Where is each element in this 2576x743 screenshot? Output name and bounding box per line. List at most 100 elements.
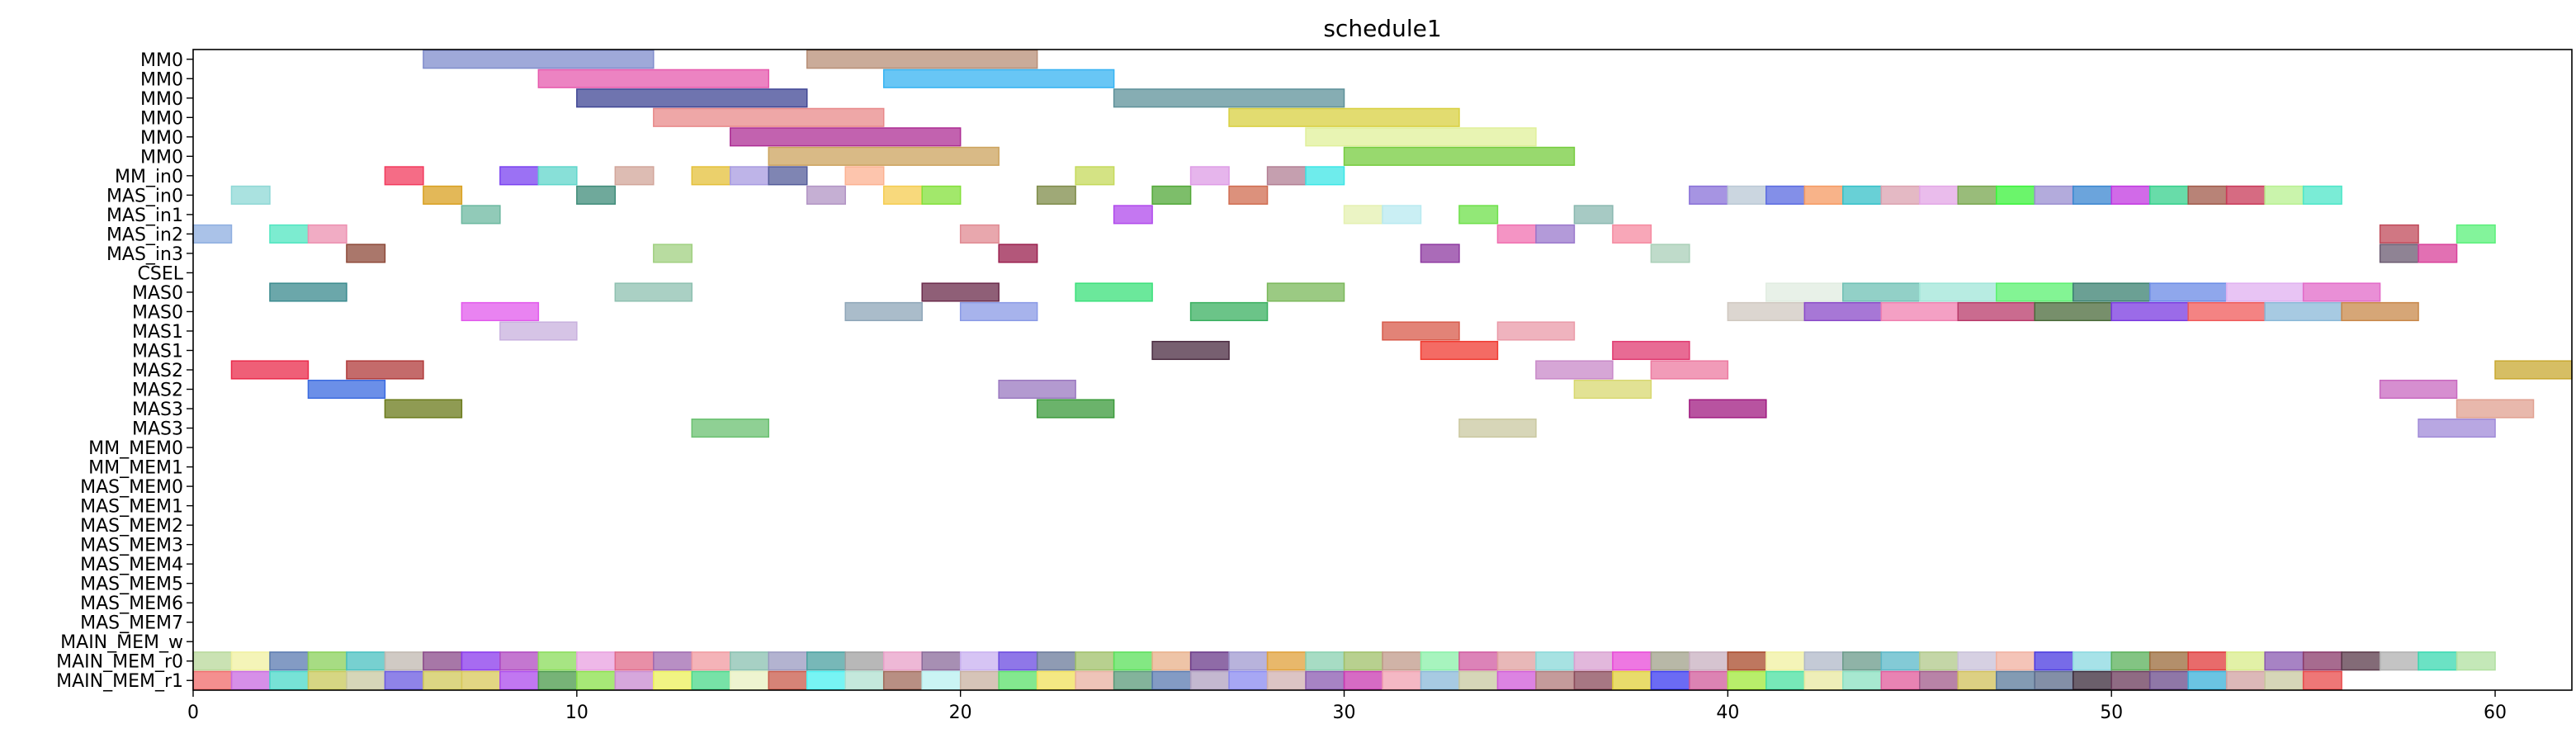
y-tick-label: MM_MEM1 xyxy=(88,458,183,479)
y-tick-label: MAS_MEM6 xyxy=(80,594,183,614)
main-mem-r0-slot xyxy=(691,651,731,671)
task-bar xyxy=(1880,185,1921,205)
main-mem-r0-slot xyxy=(959,651,1000,671)
task-bar xyxy=(1612,224,1652,244)
main-mem-r1-slot xyxy=(2264,670,2304,690)
main-mem-r1-slot xyxy=(230,670,271,690)
main-mem-r0-slot xyxy=(1266,651,1307,671)
task-bar xyxy=(806,185,846,205)
task-bar xyxy=(2110,301,2189,322)
task-bar xyxy=(1880,301,1959,322)
task-bar xyxy=(1573,205,1614,225)
y-tick-label: MAS_in1 xyxy=(106,206,183,226)
main-mem-r0-slot xyxy=(384,651,424,671)
task-bar xyxy=(1305,127,1537,147)
y-tick-label: MAS2 xyxy=(132,361,183,381)
task-bar xyxy=(1765,185,1806,205)
y-tick-label: MM0 xyxy=(140,69,183,90)
task-bar xyxy=(691,418,770,438)
y-tick-label: MM_in0 xyxy=(115,167,183,187)
y-tick-label: MAS_MEM0 xyxy=(80,477,183,498)
main-mem-r1-slot xyxy=(1803,670,1844,690)
task-bar xyxy=(1842,282,1921,302)
main-mem-r1-slot xyxy=(1880,670,1921,690)
task-bar xyxy=(653,244,693,263)
main-mem-r1-slot xyxy=(653,670,693,690)
task-bar xyxy=(730,127,962,147)
task-bar xyxy=(882,69,1115,88)
main-mem-r0-slot xyxy=(1496,651,1537,671)
main-mem-r1-slot xyxy=(346,670,386,690)
task-bar xyxy=(2225,282,2304,302)
task-bar xyxy=(730,166,770,186)
task-bar xyxy=(2302,282,2381,302)
task-bar xyxy=(1496,224,1537,244)
task-bars xyxy=(192,50,2573,690)
task-bar xyxy=(269,224,310,244)
main-mem-r0-slot xyxy=(2379,651,2419,671)
main-mem-r0-slot xyxy=(499,651,540,671)
main-mem-r1-slot xyxy=(730,670,770,690)
task-bar xyxy=(1612,340,1690,361)
main-mem-r1-slot xyxy=(1650,670,1690,690)
main-mem-r0-slot xyxy=(537,651,578,671)
task-bar xyxy=(2379,379,2458,400)
main-mem-r1-slot xyxy=(1458,670,1499,690)
task-bar xyxy=(384,399,463,419)
main-mem-r1-slot xyxy=(1727,670,1767,690)
main-mem-r0-slot xyxy=(806,651,846,671)
main-mem-r0-slot xyxy=(2455,651,2496,671)
main-mem-r1-slot xyxy=(1266,670,1307,690)
main-mem-r0-slot xyxy=(921,651,962,671)
task-bar xyxy=(1075,282,1153,302)
main-mem-r1-slot xyxy=(1995,670,2035,690)
main-mem-r0-slot xyxy=(2187,651,2228,671)
main-mem-r1-slot xyxy=(2187,670,2228,690)
y-tick-label: MAS_in3 xyxy=(106,244,183,265)
main-mem-r1-slot xyxy=(768,670,808,690)
task-bar xyxy=(1803,301,1883,322)
main-mem-r1-slot xyxy=(537,670,578,690)
task-bar xyxy=(269,282,347,302)
task-bar xyxy=(1075,166,1115,186)
main-mem-r1-slot xyxy=(1573,670,1614,690)
task-bar xyxy=(2148,282,2228,302)
task-bar xyxy=(2264,185,2304,205)
main-mem-r1-slot xyxy=(2072,670,2112,690)
main-mem-r0-slot xyxy=(882,651,923,671)
task-bar xyxy=(1995,185,2035,205)
main-mem-r0-slot xyxy=(2302,651,2342,671)
main-mem-r1-slot xyxy=(1765,670,1806,690)
task-bar xyxy=(2072,282,2151,302)
y-tick-label: MAS0 xyxy=(132,302,183,323)
task-bar xyxy=(1535,360,1614,380)
main-mem-r0-slot xyxy=(423,651,463,671)
main-mem-r1-slot xyxy=(1343,670,1383,690)
task-bar xyxy=(1535,224,1576,244)
task-bar xyxy=(2264,301,2342,322)
y-tick-label: MM0 xyxy=(140,50,183,71)
task-bar xyxy=(768,146,1000,166)
main-mem-r0-slot xyxy=(1228,651,1269,671)
task-bar xyxy=(844,301,923,322)
main-mem-r1-slot xyxy=(1420,670,1460,690)
task-bar xyxy=(614,282,693,302)
task-bar xyxy=(2034,185,2074,205)
task-bar xyxy=(998,379,1076,400)
x-tick-label: 30 xyxy=(1333,703,1356,723)
task-bar xyxy=(1842,185,1883,205)
task-bar xyxy=(537,69,770,88)
main-mem-r1-slot xyxy=(192,670,233,690)
main-mem-r1-slot xyxy=(2148,670,2189,690)
main-mem-r0-slot xyxy=(1803,651,1844,671)
main-mem-r0-slot xyxy=(269,651,310,671)
main-mem-r0-slot xyxy=(1995,651,2035,671)
task-bar xyxy=(230,185,271,205)
main-mem-r0-slot xyxy=(1689,651,1729,671)
task-bar xyxy=(1458,205,1499,225)
main-mem-r0-slot xyxy=(1343,651,1383,671)
task-bar xyxy=(2379,224,2419,244)
main-mem-r0-slot xyxy=(1765,651,1806,671)
task-bar xyxy=(1957,301,2035,322)
